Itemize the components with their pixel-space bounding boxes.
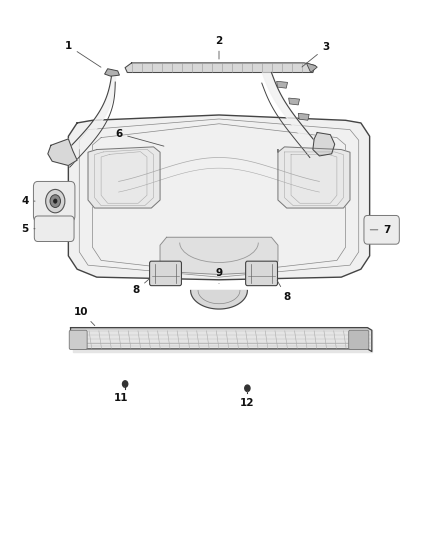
Polygon shape (88, 147, 160, 208)
Circle shape (50, 195, 60, 207)
FancyBboxPatch shape (69, 330, 87, 350)
Polygon shape (289, 98, 300, 105)
Text: 8: 8 (277, 280, 290, 302)
FancyBboxPatch shape (34, 216, 74, 241)
Polygon shape (298, 114, 309, 120)
FancyBboxPatch shape (349, 330, 369, 350)
FancyBboxPatch shape (150, 261, 181, 286)
Circle shape (46, 189, 65, 213)
Polygon shape (191, 290, 247, 309)
Text: 2: 2 (215, 36, 223, 59)
Circle shape (123, 381, 128, 387)
Text: 3: 3 (302, 43, 329, 67)
Text: 11: 11 (113, 386, 128, 403)
Polygon shape (71, 328, 372, 352)
Polygon shape (277, 82, 288, 88)
Text: 5: 5 (21, 224, 35, 234)
Polygon shape (73, 330, 372, 352)
Text: 1: 1 (65, 41, 101, 67)
Polygon shape (160, 237, 278, 274)
Circle shape (245, 385, 250, 391)
Text: 9: 9 (215, 268, 223, 284)
FancyBboxPatch shape (364, 215, 399, 244)
Text: 8: 8 (132, 279, 149, 295)
Polygon shape (125, 63, 315, 72)
Text: 4: 4 (21, 196, 35, 206)
Text: 10: 10 (74, 306, 95, 326)
Polygon shape (48, 139, 77, 165)
Polygon shape (278, 147, 350, 208)
Polygon shape (71, 328, 372, 330)
FancyBboxPatch shape (246, 261, 278, 286)
Polygon shape (313, 133, 335, 156)
FancyBboxPatch shape (33, 181, 75, 221)
Polygon shape (68, 115, 370, 280)
Polygon shape (105, 69, 120, 76)
Text: 7: 7 (370, 225, 391, 235)
Polygon shape (306, 63, 317, 72)
Text: 6: 6 (115, 128, 164, 146)
Text: 12: 12 (240, 391, 254, 408)
Circle shape (53, 199, 57, 203)
